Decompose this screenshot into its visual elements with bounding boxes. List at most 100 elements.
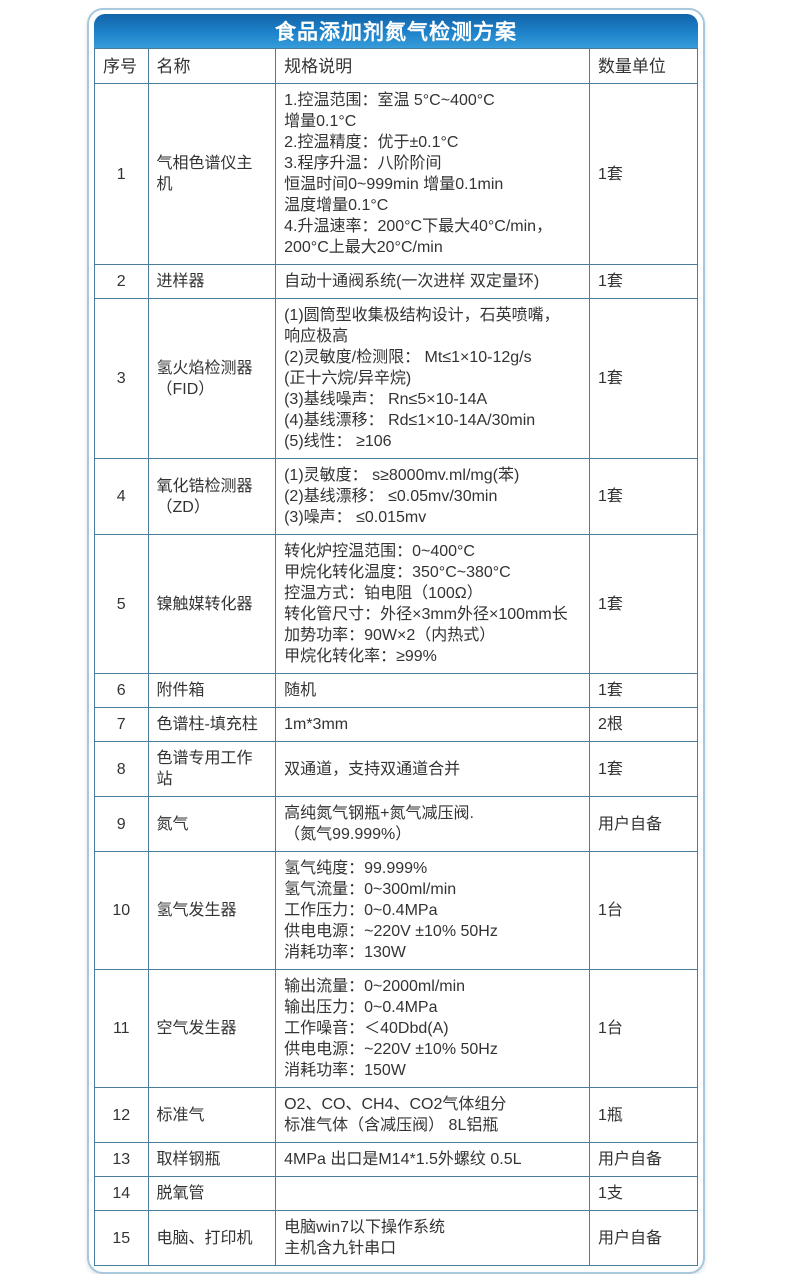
row-name: 氢火焰检测器（FID） (147, 298, 277, 459)
row-name: 氮气 (147, 796, 277, 852)
spec-line: 转化管尺寸：外径×3mm外径×100mm长 (284, 606, 568, 623)
spec-line: (2)基线漂移： ≤0.05mv/30min (284, 488, 498, 505)
row-no: 1 (94, 83, 149, 265)
row-qty: 1套 (588, 458, 699, 535)
spec-line: 双通道，支持双通道合并 (284, 760, 461, 778)
header-name: 名称 (147, 48, 277, 84)
row-no: 8 (94, 741, 149, 797)
spec-line: （氮气99.999%） (284, 826, 412, 843)
header-qty: 数量单位 (588, 48, 699, 84)
table-row: 12 标准气 O2、CO、CH4、CO2气体组分 标准气体（含减压阀） 8L铝瓶 … (94, 1087, 699, 1143)
row-spec: 高纯氮气钢瓶+氮气减压阀. （氮气99.999%） (275, 796, 590, 852)
spec-line: 甲烷化转化温度：350°C~380°C (284, 564, 511, 581)
spec-line: 4.升温速率：200°C下最大40°C/min， (284, 218, 553, 235)
spec-line: 3.程序升温：八阶阶间 (284, 155, 442, 172)
spec-line: (1)圆筒型收集极结构设计，石英喷嘴， (284, 307, 560, 324)
plan-card: 食品添加剂氮气检测方案 序号 名称 规格说明 数量单位 1 气相色谱仪主机 1.… (87, 8, 705, 1274)
row-spec: 电脑win7以下操作系统 主机含九针串口 (275, 1210, 590, 1266)
row-qty: 1套 (588, 741, 699, 797)
row-name: 氧化锆检测器（ZD） (147, 458, 277, 535)
spec-line: 高纯氮气钢瓶+氮气减压阀. (284, 805, 474, 822)
row-qty: 1套 (588, 673, 699, 708)
row-qty: 用户自备 (588, 796, 699, 852)
header-row: 序号 名称 规格说明 数量单位 (94, 48, 699, 84)
row-spec: 随机 (275, 673, 590, 708)
row-name: 进样器 (147, 264, 277, 299)
spec-line: 控温方式：铂电阻（100Ω） (284, 585, 483, 602)
row-no: 12 (94, 1087, 149, 1143)
row-no: 14 (94, 1176, 149, 1211)
spec-table: 序号 名称 规格说明 数量单位 1 气相色谱仪主机 1.控温范围：室温 5°C~… (94, 48, 699, 1266)
spec-line: (3)噪声： ≤0.015mv (284, 509, 427, 526)
spec-line: (正十六烷/异辛烷) (284, 370, 412, 387)
spec-line: 温度增量0.1°C (284, 197, 389, 214)
row-no: 10 (94, 851, 149, 970)
spec-line: 消耗功率：150W (284, 1062, 406, 1079)
table-row: 2 进样器 自动十通阀系统(一次进样 双定量环) 1套 (94, 264, 699, 299)
table-row: 6 附件箱 随机 1套 (94, 673, 699, 708)
spec-line: 自动十通阀系统(一次进样 双定量环) (284, 273, 540, 290)
row-spec: 双通道，支持双通道合并 (275, 741, 590, 797)
spec-line: 增量0.1°C (284, 113, 357, 130)
row-spec: 氢气纯度：99.999% 氢气流量：0~300ml/min 工作压力：0~0.4MP… (275, 851, 590, 970)
table-row: 4 氧化锆检测器（ZD） (1)灵敏度： s≥8000mv.ml/mg(苯) (2… (94, 458, 699, 535)
spec-line: (4)基线漂移： Rd≤1×10-14A/30min (284, 412, 536, 429)
row-name: 色谱专用工作站 (147, 741, 277, 797)
row-no: 6 (94, 673, 149, 708)
row-qty: 1套 (588, 264, 699, 299)
page-title: 食品添加剂氮气检测方案 (275, 21, 517, 44)
header-spec: 规格说明 (275, 48, 590, 84)
row-no: 13 (94, 1142, 149, 1177)
row-name: 空气发生器 (147, 969, 277, 1088)
spec-line: 氢气纯度：99.999% (284, 860, 428, 877)
row-no: 3 (94, 298, 149, 459)
spec-line: (2)灵敏度/检测限： Mt≤1×10-12g/s (284, 349, 532, 366)
spec-line: 2.控温精度：优于±0.1°C (284, 134, 459, 151)
row-spec (275, 1176, 590, 1211)
row-name: 电脑、打印机 (147, 1210, 277, 1266)
spec-line: 随机 (284, 682, 317, 699)
row-spec: 1.控温范围：室温 5°C~400°C 增量0.1°C 2.控温精度：优于±0.1°… (275, 83, 590, 265)
row-name: 氢气发生器 (147, 851, 277, 970)
spec-line: 供电电源：~220V ±10% 50Hz (284, 1041, 498, 1058)
spec-line: 200°C上最大20°C/min (284, 239, 443, 256)
header-no: 序号 (94, 48, 149, 84)
row-no: 11 (94, 969, 149, 1088)
spec-line: 输出流量：0~2000ml/min (284, 978, 466, 995)
spec-line: 氢气流量：0~300ml/min (284, 881, 457, 898)
row-name: 附件箱 (147, 673, 277, 708)
row-no: 5 (94, 534, 149, 674)
row-spec: O2、CO、CH4、CO2气体组分 标准气体（含减压阀） 8L铝瓶 (275, 1087, 590, 1143)
spec-line: 工作噪音：＜40Dbd(A) (284, 1020, 449, 1037)
table-row: 5 镍触媒转化器 转化炉控温范围：0~400°C 甲烷化转化温度：350°C~38… (94, 534, 699, 674)
row-spec: 1m*3mm (275, 707, 590, 742)
row-name: 标准气 (147, 1087, 277, 1143)
spec-line: 供电电源：~220V ±10% 50Hz (284, 923, 498, 940)
table-row: 15 电脑、打印机 电脑win7以下操作系统 主机含九针串口 用户自备 (94, 1210, 699, 1266)
row-spec: 转化炉控温范围：0~400°C 甲烷化转化温度：350°C~380°C 控温方式：铂… (275, 534, 590, 674)
row-spec: 4MPa 出口是M14*1.5外螺纹 0.5L (275, 1142, 590, 1177)
table-header: 序号 名称 规格说明 数量单位 (94, 48, 699, 84)
row-qty: 1套 (588, 83, 699, 265)
spec-line: 4MPa 出口是M14*1.5外螺纹 0.5L (284, 1151, 522, 1168)
row-spec: (1)灵敏度： s≥8000mv.ml/mg(苯) (2)基线漂移： ≤0.05m… (275, 458, 590, 535)
row-qty: 1台 (588, 851, 699, 970)
row-name: 取样钢瓶 (147, 1142, 277, 1177)
row-qty: 1台 (588, 969, 699, 1088)
spec-line: 消耗功率：130W (284, 944, 406, 961)
row-qty: 用户自备 (588, 1142, 699, 1177)
spec-line: O2、CO、CH4、CO2气体组分 (284, 1096, 507, 1113)
table-row: 8 色谱专用工作站 双通道，支持双通道合并 1套 (94, 741, 699, 797)
row-no: 2 (94, 264, 149, 299)
row-qty: 1套 (588, 298, 699, 459)
row-spec: 输出流量：0~2000ml/min 输出压力：0~0.4MPa 工作噪音：＜40Db… (275, 969, 590, 1088)
row-spec: (1)圆筒型收集极结构设计，石英喷嘴， 响应极高 (2)灵敏度/检测限： Mt≤1×… (275, 298, 590, 459)
row-qty: 1套 (588, 534, 699, 674)
table-row: 14 脱氧管 1支 (94, 1176, 699, 1211)
spec-line: 1.控温范围：室温 5°C~400°C (284, 92, 495, 109)
spec-line: (1)灵敏度： s≥8000mv.ml/mg(苯) (284, 467, 520, 484)
spec-line: (5)线性： ≥106 (284, 433, 392, 450)
row-name: 色谱柱-填充柱 (147, 707, 277, 742)
spec-line: 主机含九针串口 (284, 1240, 397, 1257)
row-qty: 用户自备 (588, 1210, 699, 1266)
